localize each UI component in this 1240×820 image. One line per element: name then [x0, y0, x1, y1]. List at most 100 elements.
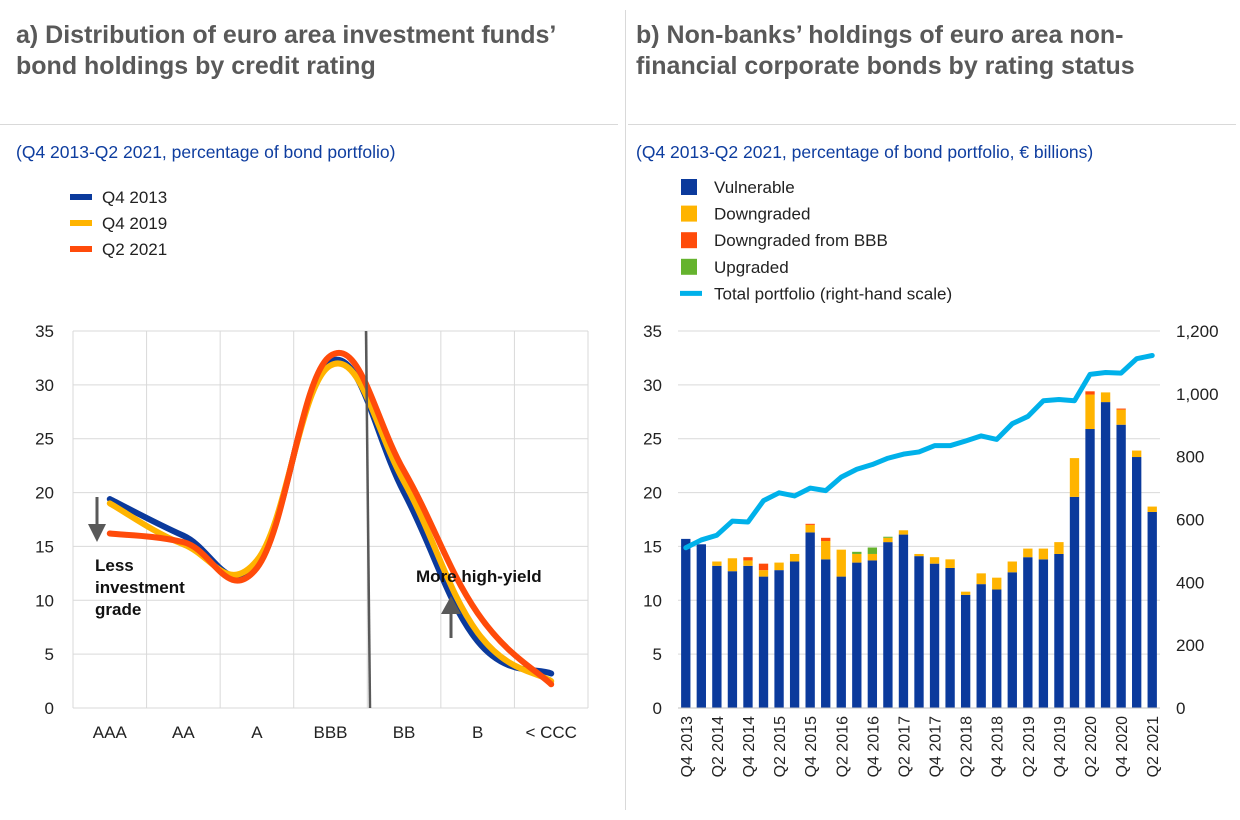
chart-b-bar-segment: [758, 563, 769, 571]
chart-b-bar-segment: [821, 541, 831, 560]
chart-a-ytick-label: 5: [45, 645, 54, 664]
chart-b-bar-segment: [758, 576, 769, 708]
chart-b-bar-segment: [867, 560, 878, 708]
annotation-more-high-yield: More high-yield: [416, 567, 542, 586]
chart-b-legend-label: Upgraded: [714, 258, 789, 277]
chart-b-bar-segment: [945, 559, 955, 568]
chart-b-y2tick-label: 1,000: [1176, 385, 1219, 404]
chart-b-bar-segment: [1038, 559, 1049, 708]
chart-b-bar-segment: [1085, 391, 1095, 395]
panel-a-subtitle: (Q4 2013-Q2 2021, percentage of bond por…: [16, 142, 396, 162]
chart-b-bar-segment: [883, 537, 893, 543]
chart-b-xtick-label: Q2 2016: [834, 716, 851, 777]
chart-b-bar-segment: [1147, 506, 1157, 512]
chart-b-bar-segment: [805, 523, 815, 525]
chart-a-ytick-label: 10: [35, 591, 54, 610]
chart-b-ytick-label: 10: [643, 591, 662, 610]
chart-b-xtick-label: Q4 2014: [741, 716, 758, 777]
chart-b-bar-segment: [821, 559, 831, 708]
chart-a-xtick-label: < CCC: [525, 723, 576, 742]
chart-a-ytick-label: 15: [35, 537, 54, 556]
chart-b-bar-segment: [836, 549, 846, 577]
chart-b-bar-segment: [836, 576, 846, 708]
chart-b-bar-segment: [743, 560, 753, 566]
chart-b-bar-segment: [992, 577, 1002, 590]
chart-b-xtick-label: Q4 2019: [1052, 716, 1069, 777]
chart-b-ytick-label: 20: [643, 484, 662, 503]
chart-b-legend-label: Downgraded from BBB: [714, 231, 888, 250]
chart-b-bar-segment: [821, 537, 831, 542]
chart-b-legend-label: Vulnerable: [714, 178, 795, 197]
investment-grade-divider: [364, 330, 372, 709]
chart-a-ytick-label: 35: [35, 322, 54, 341]
chart-b-ytick-label: 35: [643, 322, 662, 341]
chart-b-bar-segment: [1132, 450, 1142, 458]
chart-a-legend-label: Q4 2019: [102, 214, 167, 233]
chart-b-bar-segment: [976, 573, 986, 585]
chart-b-bar-segment: [1007, 561, 1017, 573]
chart-a-xtick-label: AAA: [93, 723, 128, 742]
chart-b-bar-segment: [852, 553, 862, 563]
chart-b-xtick-label: Q2 2019: [1021, 716, 1038, 777]
chart-b-bar-segment: [727, 558, 738, 572]
chart-b-y2tick-label: 800: [1176, 448, 1204, 467]
chart-b-bar-segment: [727, 571, 738, 708]
chart-b-bar-segment: [1054, 542, 1064, 554]
chart-b-non-bank-holdings: 0 5 10 15 20 25 30 35 0 200 400 600 800 1,000 1,200 Q4 …: [643, 178, 1218, 777]
chart-b-bar-segment: [976, 584, 986, 708]
chart-b-bar-segment: [1116, 424, 1126, 708]
chart-b-bar-segment: [805, 524, 815, 533]
chart-b-legend-swatch: [681, 232, 697, 249]
title-divider-a: [0, 124, 618, 125]
chart-b-xtick-label: Q4 2013: [679, 716, 696, 777]
chart-b-bar-segment: [883, 542, 893, 708]
chart-b-bar-segment: [1038, 548, 1049, 560]
chart-b-bar-segment: [743, 565, 753, 708]
chart-b-bar-segment: [1085, 429, 1095, 708]
chart-b-bar-segment: [774, 570, 784, 708]
chart-b-bar-segment: [898, 530, 909, 535]
title-divider-b: [628, 124, 1236, 125]
chart-b-bar-segment: [1116, 408, 1126, 410]
chart-b-bar-segment: [1100, 402, 1111, 708]
chart-b-xtick-label: Q2 2014: [710, 716, 727, 777]
chart-b-xtick-label: Q4 2018: [990, 716, 1007, 777]
chart-b-xtick-label: Q2 2020: [1083, 716, 1100, 777]
chart-b-bar-segment: [914, 553, 924, 557]
chart-b-bar-segment: [1007, 572, 1017, 708]
chart-b-bar-segment: [712, 565, 722, 708]
chart-b-bar-segment: [1132, 457, 1142, 708]
chart-b-legend-swatch: [681, 179, 697, 195]
annotation-less-investment-grade: Less: [95, 556, 134, 575]
chart-b-xtick-label: Q2 2015: [772, 716, 789, 777]
chart-b-bar-segment: [867, 553, 878, 561]
chart-b-bar-segment: [712, 561, 722, 566]
chart-a-xtick-label: A: [251, 723, 263, 742]
chart-b-xtick-label: Q2 2018: [959, 716, 976, 777]
chart-a-ytick-label: 30: [35, 376, 54, 395]
chart-a-series-line: [106, 350, 555, 688]
chart-b-ytick-label: 30: [643, 376, 662, 395]
chart-a-legend-label: Q2 2021: [102, 240, 167, 259]
chart-b-xtick-label: Q4 2016: [865, 716, 882, 777]
chart-b-bar-segment: [789, 561, 800, 708]
chart-b-bar-segment: [743, 557, 753, 561]
annotation-less-investment-grade: investment: [95, 578, 185, 597]
chart-b-bar-segment: [898, 534, 909, 708]
chart-b-ytick-label: 25: [643, 430, 662, 449]
chart-a-xtick-label: BBB: [313, 723, 347, 742]
panel-a-title: a) Distribution of euro area investment …: [16, 21, 555, 80]
chart-a-ytick-label: 0: [45, 699, 54, 718]
down-arrow-icon: [88, 524, 106, 542]
chart-b-y2tick-label: 0: [1176, 699, 1185, 718]
chart-b-xtick-label: Q2 2017: [896, 716, 913, 777]
panel-separator: [625, 10, 626, 810]
chart-b-bar-segment: [758, 570, 769, 577]
chart-b-bar-segment: [992, 589, 1002, 708]
chart-b-total-portfolio-line: [683, 353, 1155, 551]
chart-b-bar-segment: [789, 553, 800, 562]
chart-a-legend-label: Q4 2013: [102, 188, 167, 207]
chart-a-xtick-label: AA: [172, 723, 195, 742]
chart-b-bar-segment: [852, 562, 862, 708]
